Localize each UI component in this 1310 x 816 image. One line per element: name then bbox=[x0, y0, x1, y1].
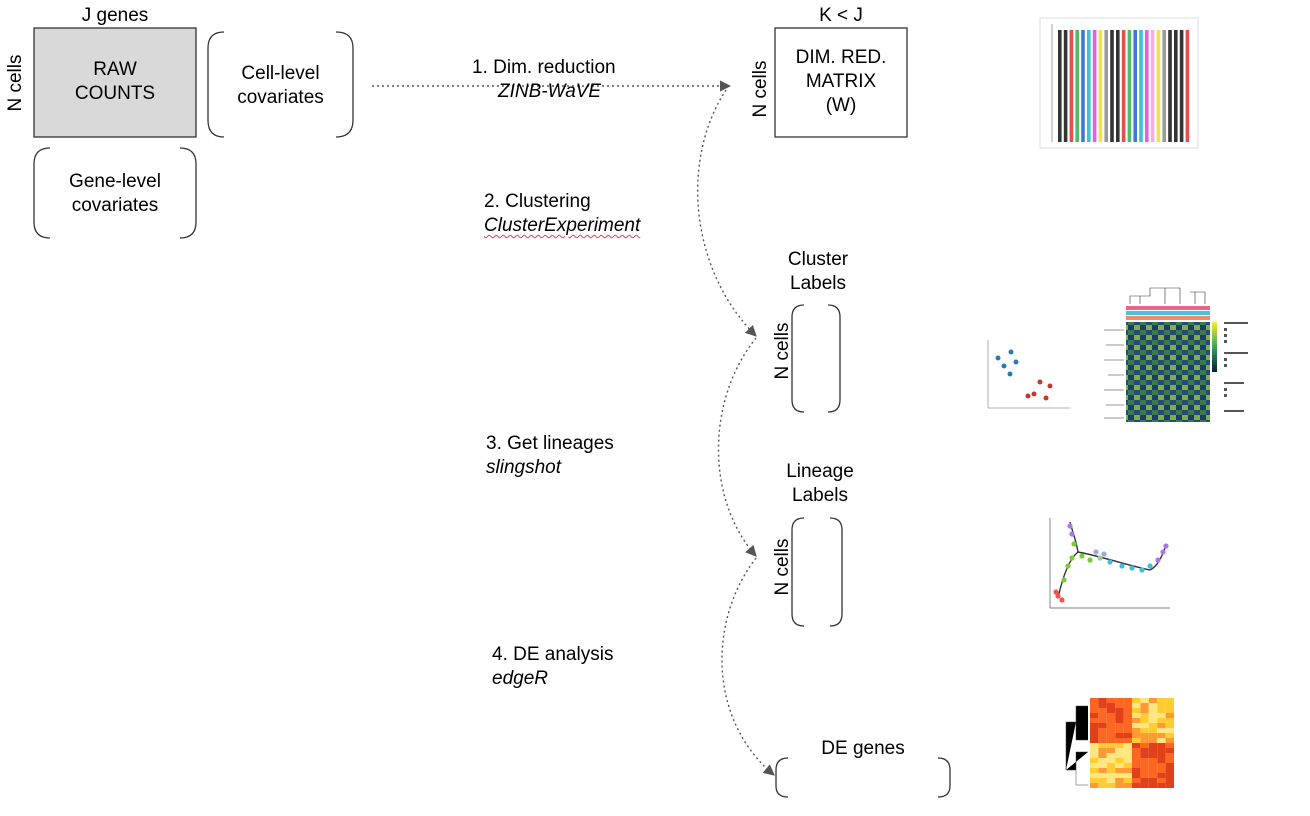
cell-level-covariates: Cell-level covariates bbox=[208, 62, 353, 110]
cell-cov-bracket-left bbox=[207, 31, 225, 138]
cluster-bracket-right bbox=[827, 304, 841, 413]
dimred-side-label: N cells bbox=[750, 60, 771, 118]
lineage-bracket-left bbox=[791, 517, 805, 627]
arrow-clustering bbox=[696, 89, 757, 337]
step-1-label: 1. Dim. reduction bbox=[472, 57, 616, 78]
step-1-method: ZINB-WaVE bbox=[498, 81, 602, 102]
step-4: 4. DE analysis edgeR bbox=[492, 643, 692, 691]
step-4-label: 4. DE analysis bbox=[492, 644, 614, 665]
lineage-labels-title: Lineage Labels bbox=[770, 460, 870, 508]
step-3-method: slingshot bbox=[486, 457, 561, 478]
cluster-line2: Labels bbox=[790, 273, 846, 294]
dimred-box bbox=[774, 27, 908, 138]
lineage-trajectory-thumbnail bbox=[1049, 518, 1170, 609]
cluster-labels-title: Cluster Labels bbox=[768, 248, 868, 296]
lineage-line2: Labels bbox=[792, 485, 848, 506]
gene-cov-line1: Gene-level bbox=[69, 171, 161, 192]
gene-level-covariates: Gene-level covariates bbox=[34, 170, 196, 218]
cell-cov-line1: Cell-level bbox=[241, 63, 320, 84]
arrow-de bbox=[721, 557, 775, 776]
de-heatmap-thumbnail bbox=[1065, 698, 1174, 788]
step-2-label: 2. Clustering bbox=[484, 191, 591, 212]
step-3: 3. Get lineages slingshot bbox=[486, 432, 686, 480]
lineage-bracket-right bbox=[829, 517, 843, 627]
dimred-line2: MATRIX bbox=[805, 71, 877, 92]
lineage-line1: Lineage bbox=[786, 461, 854, 482]
de-bracket-right bbox=[937, 757, 951, 798]
boxplot-thumbnail bbox=[1039, 17, 1199, 149]
raw-top-label: J genes bbox=[81, 5, 149, 26]
step-2: 2. Clustering ClusterExperiment bbox=[484, 190, 704, 238]
step-2-method: ClusterExperiment bbox=[484, 215, 641, 236]
lineage-side-label: N cells bbox=[772, 538, 793, 596]
raw-side-label: N cells bbox=[5, 54, 26, 112]
arrow-lineages bbox=[717, 337, 757, 557]
step-3-label: 3. Get lineages bbox=[486, 433, 614, 454]
cluster-side-label: N cells bbox=[772, 322, 793, 380]
raw-line1: RAW bbox=[93, 59, 137, 80]
scatter-thumbnail bbox=[987, 340, 1070, 409]
step-1: 1. Dim. reduction ZINB-WaVE bbox=[472, 56, 672, 104]
dimred-top-label: K < J bbox=[819, 5, 863, 26]
cluster-bracket-left bbox=[791, 304, 805, 413]
raw-line2: COUNTS bbox=[74, 83, 156, 104]
de-bracket-left bbox=[775, 757, 789, 798]
de-genes-label: DE genes bbox=[821, 738, 905, 759]
heatmap-cluster-thumbnail bbox=[1102, 282, 1264, 434]
step-4-method: edgeR bbox=[492, 668, 548, 689]
cluster-line1: Cluster bbox=[787, 249, 849, 270]
gene-cov-bracket-left bbox=[33, 147, 51, 239]
raw-counts-box bbox=[33, 27, 197, 138]
cell-cov-bracket-right bbox=[335, 31, 354, 138]
dimred-title: DIM. RED. MATRIX (W) bbox=[775, 46, 907, 118]
gene-cov-bracket-right bbox=[179, 147, 197, 239]
gene-cov-line2: covariates bbox=[71, 195, 159, 216]
cell-cov-line2: covariates bbox=[237, 87, 324, 108]
dimred-line1: DIM. RED. bbox=[795, 47, 887, 68]
dimred-line3: (W) bbox=[825, 95, 857, 116]
raw-counts-title: RAW COUNTS bbox=[34, 58, 196, 106]
